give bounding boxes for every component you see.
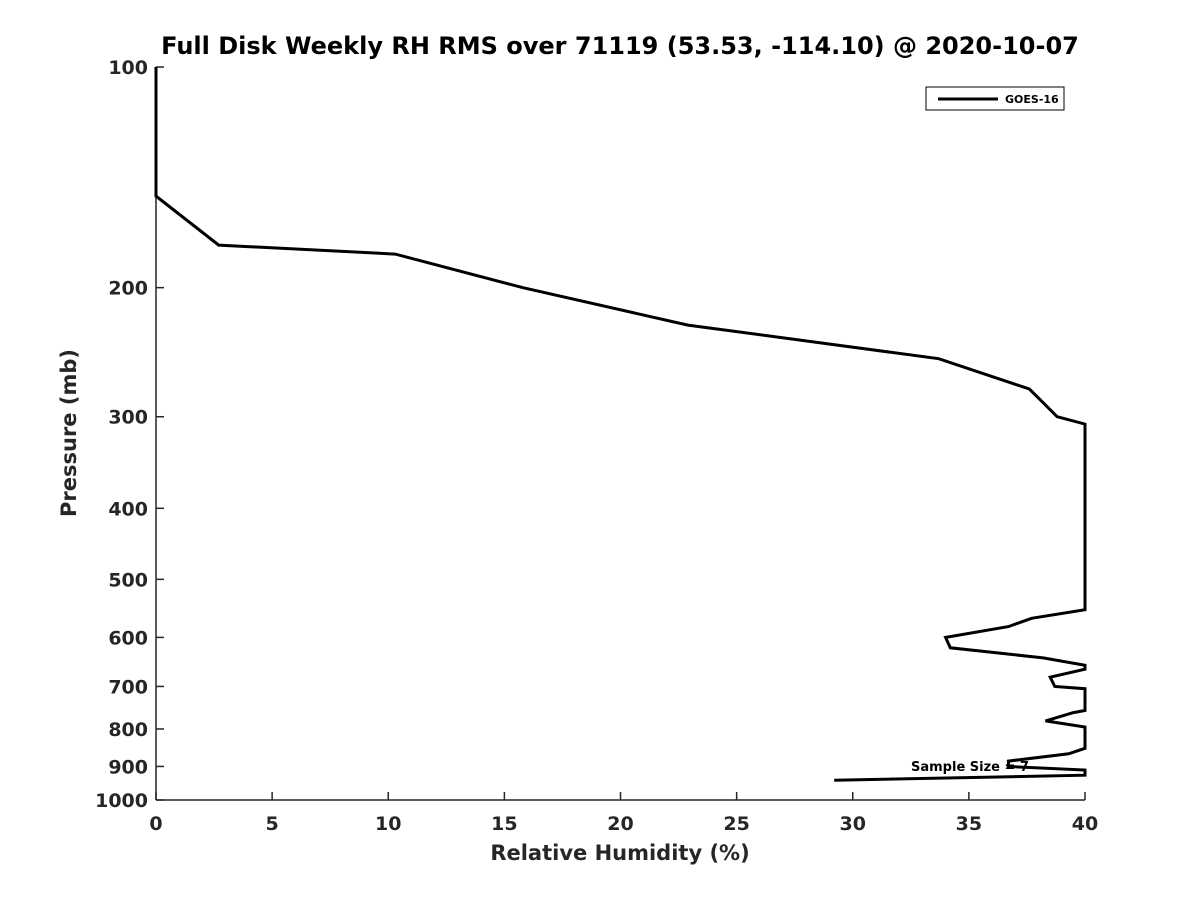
y-tick-label: 1000 xyxy=(95,790,148,812)
x-tick-label: 20 xyxy=(607,813,633,835)
y-ticks: 100 200 300 400 500 600 700 800 900 1000 xyxy=(95,57,164,812)
legend: GOES-16 xyxy=(925,86,1065,111)
x-tick-label: 15 xyxy=(491,813,517,835)
x-tick-label: 30 xyxy=(840,813,866,835)
y-tick-label: 100 xyxy=(108,57,148,79)
sample-size-annotation: Sample Size = 7 xyxy=(911,760,1029,775)
y-tick-label: 200 xyxy=(108,278,148,300)
y-tick-label: 900 xyxy=(108,756,148,778)
x-tick-label: 0 xyxy=(149,813,162,835)
chart-title: Full Disk Weekly RH RMS over 71119 (53.5… xyxy=(161,32,1079,60)
x-axis-label: Relative Humidity (%) xyxy=(490,841,749,865)
series-line-goes-16 xyxy=(154,67,1087,782)
y-tick-label: 500 xyxy=(108,569,148,591)
x-ticks: 0 5 10 15 20 25 30 35 40 xyxy=(149,792,1098,835)
x-tick-label: 35 xyxy=(956,813,982,835)
x-tick-label: 25 xyxy=(723,813,749,835)
y-tick-label: 800 xyxy=(108,719,148,741)
y-tick-label: 400 xyxy=(108,498,148,520)
y-tick-label: 700 xyxy=(108,676,148,698)
x-tick-label: 5 xyxy=(266,813,279,835)
y-axis-label: Pressure (mb) xyxy=(57,349,81,517)
series-group xyxy=(154,67,1087,782)
x-tick-label: 40 xyxy=(1072,813,1098,835)
legend-label: GOES-16 xyxy=(1005,93,1059,106)
y-tick-label: 600 xyxy=(108,627,148,649)
x-tick-label: 10 xyxy=(375,813,401,835)
y-tick-label: 300 xyxy=(108,407,148,429)
